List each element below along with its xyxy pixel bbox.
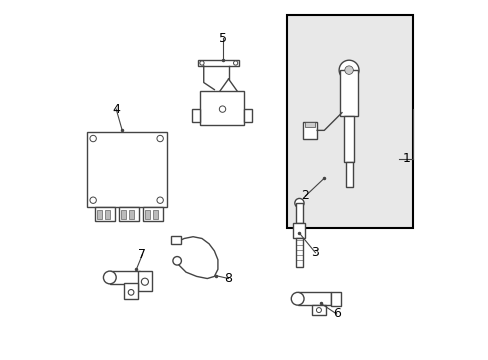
Text: 7: 7 — [138, 248, 146, 261]
Circle shape — [219, 106, 225, 112]
Bar — [343, 116, 354, 162]
Bar — [192, 109, 200, 122]
Circle shape — [291, 292, 304, 305]
Circle shape — [316, 307, 321, 312]
Circle shape — [141, 278, 148, 285]
Bar — [94, 207, 115, 221]
Text: 8: 8 — [224, 272, 232, 285]
Bar — [171, 236, 181, 244]
Bar — [104, 210, 110, 219]
Bar — [295, 238, 303, 267]
Bar — [244, 109, 252, 122]
Bar — [198, 60, 239, 66]
Bar — [153, 210, 158, 219]
Bar — [200, 91, 244, 125]
Text: 6: 6 — [332, 307, 340, 320]
Bar — [297, 292, 331, 305]
Bar — [295, 203, 303, 222]
Bar — [129, 210, 134, 219]
Circle shape — [233, 61, 237, 65]
Bar — [119, 207, 139, 221]
Circle shape — [90, 135, 96, 142]
Text: 1: 1 — [402, 152, 409, 165]
Circle shape — [90, 197, 96, 203]
Circle shape — [157, 197, 163, 203]
Bar — [293, 222, 305, 238]
Text: 4: 4 — [112, 103, 120, 116]
Bar — [138, 271, 151, 291]
Circle shape — [200, 61, 203, 65]
Bar — [286, 15, 412, 228]
Bar — [86, 132, 166, 207]
Bar — [330, 292, 341, 306]
Bar — [303, 122, 317, 139]
Bar — [304, 122, 315, 127]
Bar — [142, 207, 163, 221]
Text: 2: 2 — [301, 189, 309, 202]
Bar — [345, 162, 352, 187]
Text: 5: 5 — [219, 32, 227, 45]
Bar — [124, 283, 138, 299]
Circle shape — [103, 271, 116, 284]
Bar — [145, 210, 150, 219]
Bar — [340, 70, 357, 116]
Bar — [97, 210, 102, 219]
Text: 3: 3 — [311, 246, 319, 259]
Bar — [121, 210, 126, 219]
Circle shape — [173, 257, 181, 265]
Circle shape — [157, 135, 163, 142]
Bar — [110, 271, 140, 284]
Circle shape — [128, 289, 134, 295]
Bar — [311, 305, 325, 315]
Circle shape — [294, 198, 304, 208]
Circle shape — [339, 60, 358, 80]
Circle shape — [344, 66, 353, 75]
